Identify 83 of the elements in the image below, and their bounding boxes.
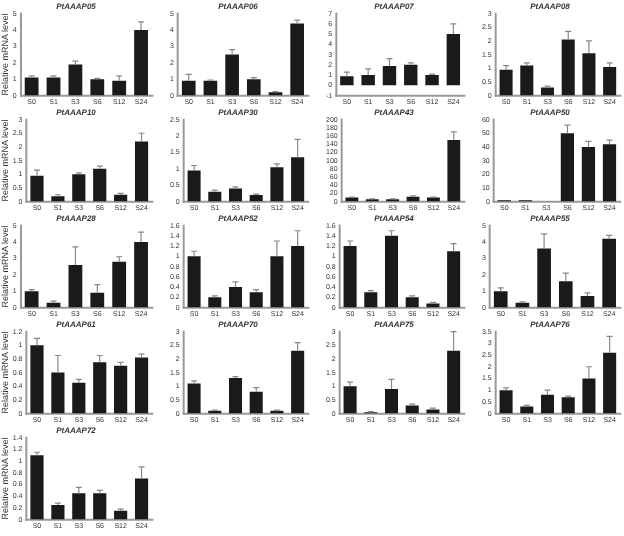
bar — [499, 69, 513, 96]
bar — [291, 350, 305, 414]
bar — [446, 34, 461, 86]
bar — [540, 87, 555, 96]
bar — [364, 292, 378, 308]
bar — [270, 256, 284, 308]
bar — [72, 174, 86, 202]
bar — [493, 291, 508, 308]
bar — [361, 75, 375, 86]
bar — [93, 362, 107, 414]
bar — [582, 378, 596, 414]
bar — [249, 391, 263, 414]
bar — [603, 66, 617, 96]
bar — [384, 235, 399, 308]
bar — [382, 65, 397, 86]
bar — [405, 405, 419, 414]
bar — [225, 54, 239, 96]
bar — [72, 382, 86, 414]
bar — [581, 146, 596, 202]
bar — [93, 493, 107, 520]
bar — [134, 242, 148, 308]
bar — [51, 196, 65, 202]
bar — [228, 378, 243, 414]
bar — [24, 77, 39, 96]
bar — [187, 170, 201, 202]
bar — [134, 141, 149, 202]
bar — [228, 188, 243, 202]
bar — [343, 246, 357, 308]
bar — [602, 238, 616, 308]
bar — [558, 281, 573, 308]
bar — [291, 246, 305, 308]
bar — [114, 510, 128, 520]
bar — [134, 30, 148, 96]
bar — [561, 39, 575, 96]
bar — [112, 80, 127, 96]
bar — [187, 256, 201, 308]
bar — [187, 383, 201, 414]
bar — [560, 133, 575, 202]
bar — [68, 64, 83, 96]
bar — [181, 80, 196, 96]
bar — [112, 261, 127, 308]
bar — [208, 191, 222, 202]
bar — [270, 167, 284, 202]
bar — [499, 390, 513, 414]
bar — [134, 357, 149, 414]
bar — [537, 248, 551, 308]
bar — [447, 251, 461, 308]
bar — [343, 386, 357, 414]
bar — [114, 365, 128, 414]
bar — [603, 352, 617, 414]
bar — [30, 175, 44, 202]
bar — [290, 23, 304, 96]
bar — [90, 292, 105, 308]
bar — [51, 372, 65, 414]
bar — [447, 140, 461, 202]
bar — [249, 292, 263, 308]
bar — [90, 79, 105, 96]
bar — [228, 287, 243, 308]
bar — [30, 345, 44, 414]
bar — [340, 76, 354, 86]
bar — [404, 64, 418, 86]
bar — [405, 297, 419, 308]
bar — [203, 80, 218, 96]
bar — [291, 157, 305, 202]
bar — [561, 397, 575, 414]
bar — [602, 144, 617, 202]
bar — [520, 65, 534, 96]
bar — [384, 389, 399, 414]
bar — [246, 79, 261, 96]
bar — [425, 75, 439, 86]
bar — [582, 53, 596, 96]
bar — [30, 455, 44, 520]
bar — [540, 394, 555, 414]
bar — [93, 168, 107, 202]
bar — [208, 297, 222, 308]
bar — [447, 350, 461, 414]
bar — [51, 504, 65, 520]
bar — [72, 493, 86, 520]
bar — [249, 195, 263, 202]
bar — [134, 478, 149, 520]
bar — [580, 296, 595, 308]
bar — [24, 291, 39, 308]
bar — [68, 264, 83, 308]
